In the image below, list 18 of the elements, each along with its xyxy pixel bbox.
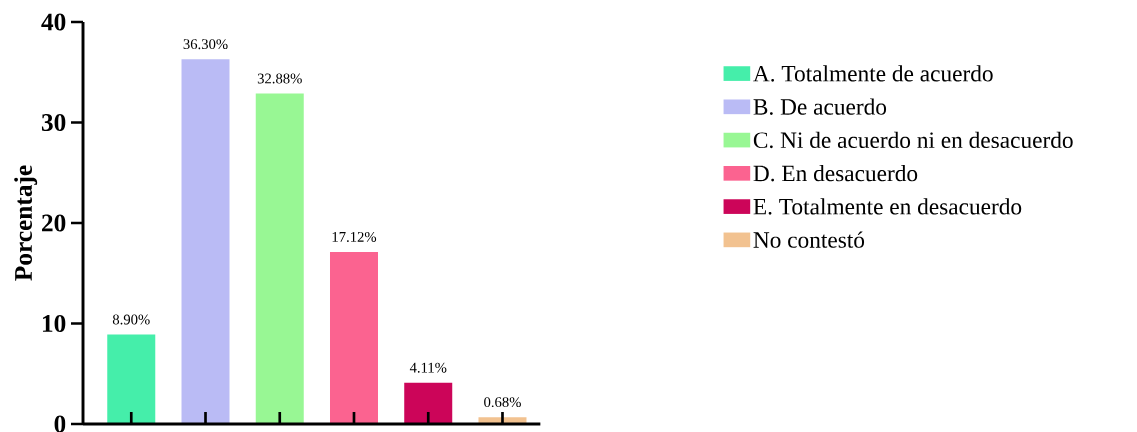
data-label: 17.12%: [332, 231, 377, 242]
legend-label: No contestó: [753, 231, 865, 248]
y-tick-label: 30: [41, 113, 66, 132]
y-tick-label: 20: [42, 214, 66, 232]
data-label: 32.88%: [257, 73, 302, 84]
y-axis-title: Porcentaje: [14, 165, 38, 281]
legend-label: A. Totalmente de acuerdo: [753, 65, 993, 82]
y-tick-label: 40: [41, 13, 66, 31]
legend-label: E. Totalmente en desacuerdo: [753, 198, 1022, 215]
legend-label: D. En desacuerdo: [753, 164, 918, 182]
legend-label: B. De acuerdo: [753, 98, 887, 115]
y-tick-label: 0: [54, 415, 66, 432]
data-label: 8.90%: [112, 314, 150, 325]
y-tick-label: 10: [42, 314, 66, 333]
data-label: 4.11%: [409, 362, 447, 373]
legend-label: C. Ni de acuerdo ni en desacuerdo: [753, 131, 1073, 149]
data-label: 36.30%: [183, 39, 228, 50]
data-label: 0.68%: [484, 397, 521, 408]
